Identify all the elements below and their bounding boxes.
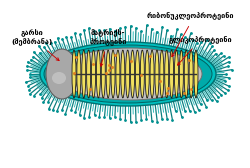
Ellipse shape <box>87 50 91 98</box>
Ellipse shape <box>77 50 81 98</box>
Ellipse shape <box>40 42 216 106</box>
Ellipse shape <box>121 50 125 98</box>
Ellipse shape <box>82 50 86 98</box>
Ellipse shape <box>140 50 144 98</box>
Ellipse shape <box>160 50 164 98</box>
Ellipse shape <box>116 50 120 98</box>
Ellipse shape <box>52 72 66 84</box>
Text: რიბონუკლეოპროტეინი: რიბონუკლეოპროტეინი <box>146 12 234 20</box>
Ellipse shape <box>72 50 76 98</box>
Ellipse shape <box>96 50 100 98</box>
Ellipse shape <box>165 50 169 98</box>
Text: გლიკოპროტეინი: გლიკოპროტეინი <box>168 36 232 65</box>
Ellipse shape <box>174 50 178 98</box>
Ellipse shape <box>111 50 115 98</box>
Ellipse shape <box>189 50 193 98</box>
Text: მატრიქს-
პროტეინი: მატრიქს- პროტეინი <box>89 30 127 66</box>
Ellipse shape <box>194 50 198 98</box>
Ellipse shape <box>130 50 134 98</box>
Ellipse shape <box>184 50 188 98</box>
Ellipse shape <box>101 50 105 98</box>
Ellipse shape <box>126 50 130 98</box>
Ellipse shape <box>145 50 149 98</box>
Ellipse shape <box>106 50 110 98</box>
Ellipse shape <box>44 45 212 103</box>
Text: გარსი
(მემბრანა): გარსი (მემბრანა) <box>12 30 59 61</box>
Ellipse shape <box>46 49 78 99</box>
Ellipse shape <box>179 50 183 98</box>
Ellipse shape <box>136 50 140 98</box>
Ellipse shape <box>150 50 154 98</box>
Ellipse shape <box>58 48 202 100</box>
Ellipse shape <box>170 50 173 98</box>
Ellipse shape <box>155 50 159 98</box>
Ellipse shape <box>92 50 96 98</box>
